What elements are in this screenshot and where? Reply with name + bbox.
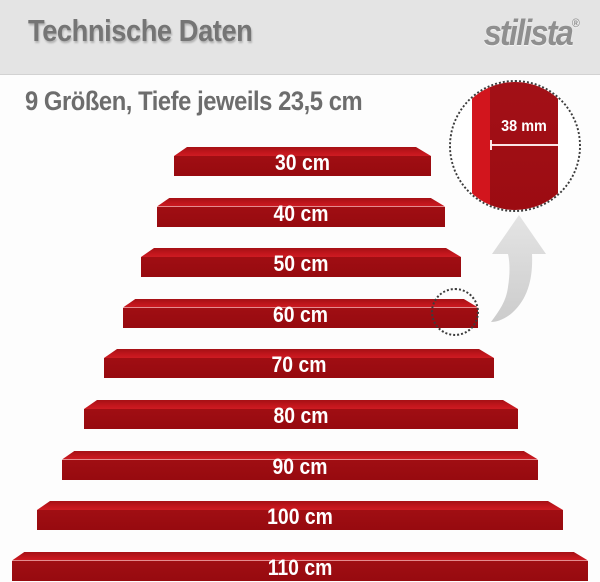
zoom-circle-content: 38 mm: [451, 82, 579, 210]
subtitle: 9 Größen, Tiefe jeweils 23,5 cm: [25, 86, 363, 116]
shelf-size-label: 50 cm: [273, 251, 329, 276]
shelf-bar-50-cm: 50 cm: [141, 248, 461, 277]
shelf-bar-110-cm: 110 cm: [12, 552, 588, 581]
shelf-top-face: [84, 400, 518, 409]
shelf-size-label: 60 cm: [273, 301, 328, 327]
shelf-front-face: [123, 307, 478, 328]
shelf-bar-90-cm: 90 cm: [62, 451, 538, 480]
shelf-front-face: [141, 257, 461, 277]
shelf-top-face: [37, 501, 563, 510]
shelf-bar-30-cm: 30 cm: [174, 147, 431, 176]
thickness-zoom-circle: 38 mm: [449, 80, 581, 212]
page-title: Technische Daten: [28, 13, 253, 48]
thickness-label: 38 mm: [501, 118, 547, 135]
shelf-bar-60-cm: 60 cm: [123, 299, 478, 328]
zoom-source-circle: [431, 288, 479, 336]
shelf-top-face: [104, 349, 494, 358]
header-bar: Technische Daten stilista®: [0, 0, 600, 75]
shelf-top-face: [62, 451, 538, 460]
brand-logo: stilista®: [484, 12, 580, 54]
shelf-edge-highlight: [472, 82, 490, 210]
shelf-top-face: [12, 552, 588, 561]
measurement-line: [490, 140, 558, 150]
shelf-size-label: 100 cm: [267, 504, 333, 529]
shelf-front-face: [157, 206, 445, 227]
shelf-top-face: [174, 147, 431, 156]
shelf-top-face: [141, 248, 461, 257]
shelf-bar-80-cm: 80 cm: [84, 400, 518, 429]
shelf-front-face: [12, 560, 588, 581]
shelf-bar-70-cm: 70 cm: [104, 349, 494, 378]
shelf-edge-face: 38 mm: [490, 82, 558, 210]
shelf-top-face: [123, 299, 478, 308]
shelf-size-label: 40 cm: [273, 200, 329, 226]
shelf-bar-40-cm: 40 cm: [157, 198, 445, 227]
shelf-top-face: [157, 198, 445, 207]
zoom-arrow-icon: [491, 215, 546, 322]
brand-logo-text: stilista: [483, 12, 574, 53]
shelf-front-face: [62, 459, 538, 480]
shelf-size-label: 80 cm: [273, 403, 329, 428]
shelf-size-label: 30 cm: [275, 150, 330, 175]
shelf-size-label: 70 cm: [271, 352, 327, 377]
shelf-front-face: [37, 510, 563, 530]
shelf-front-face: [174, 156, 431, 176]
shelf-bar-100-cm: 100 cm: [37, 501, 563, 530]
shelf-front-face: [104, 358, 494, 378]
shelf-size-label: 110 cm: [267, 554, 333, 580]
shelf-size-label: 90 cm: [272, 453, 328, 479]
registered-trademark-symbol: ®: [572, 16, 580, 30]
shelf-front-face: [84, 409, 518, 429]
